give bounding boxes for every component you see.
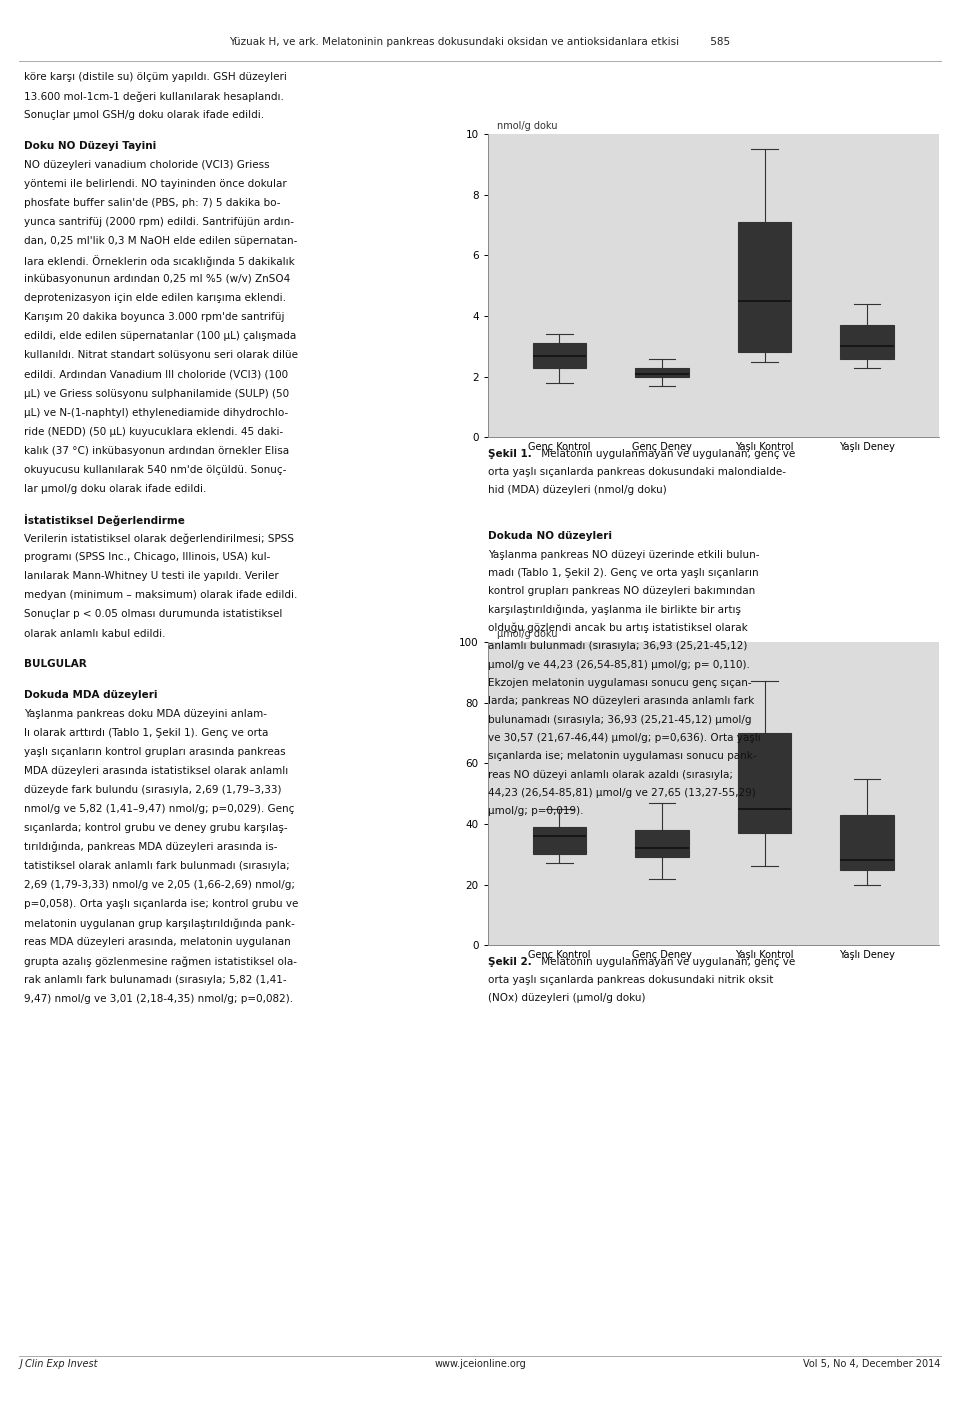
Text: 13.600 mol-1cm-1 değeri kullanılarak hesaplandı.: 13.600 mol-1cm-1 değeri kullanılarak hes… (24, 92, 284, 102)
Text: reas MDA düzeyleri arasında, melatonin uygulanan: reas MDA düzeyleri arasında, melatonin u… (24, 937, 291, 947)
Text: okuyucusu kullanılarak 540 nm'de ölçüldü. Sonuç-: okuyucusu kullanılarak 540 nm'de ölçüldü… (24, 464, 286, 474)
Text: phosfate buffer salin'de (PBS, ph: 7) 5 dakika bo-: phosfate buffer salin'de (PBS, ph: 7) 5 … (24, 198, 280, 207)
Text: larda; pankreas NO düzeyleri arasında anlamlı fark: larda; pankreas NO düzeyleri arasında an… (488, 697, 754, 707)
Text: μmol/g doku: μmol/g doku (496, 629, 557, 639)
Text: 9,47) nmol/g ve 3,01 (2,18-4,35) nmol/g; p=0,082).: 9,47) nmol/g ve 3,01 (2,18-4,35) nmol/g;… (24, 995, 293, 1005)
Text: edildi. Ardından Vanadium III choloride (VCl3) (100: edildi. Ardından Vanadium III choloride … (24, 370, 288, 380)
Text: p=0,058). Orta yaşlı sıçanlarda ise; kontrol grubu ve: p=0,058). Orta yaşlı sıçanlarda ise; kon… (24, 899, 299, 909)
Text: ride (NEDD) (50 μL) kuyucuklara eklendi. 45 daki-: ride (NEDD) (50 μL) kuyucuklara eklendi.… (24, 426, 283, 436)
PathPatch shape (840, 325, 894, 358)
Text: BULGULAR: BULGULAR (24, 659, 86, 669)
Text: J Clin Exp Invest: J Clin Exp Invest (19, 1359, 98, 1369)
PathPatch shape (533, 343, 587, 368)
Text: kullanıldı. Nitrat standart solüsyonu seri olarak dilüe: kullanıldı. Nitrat standart solüsyonu se… (24, 350, 298, 360)
Text: reas NO düzeyi anlamlı olarak azaldı (sırasıyla;: reas NO düzeyi anlamlı olarak azaldı (sı… (488, 770, 732, 780)
Text: (NOx) düzeyleri (μmol/g doku): (NOx) düzeyleri (μmol/g doku) (488, 993, 645, 1003)
Text: hid (MDA) düzeyleri (nmol/g doku): hid (MDA) düzeyleri (nmol/g doku) (488, 485, 666, 495)
Text: 2,69 (1,79-3,33) nmol/g ve 2,05 (1,66-2,69) nmol/g;: 2,69 (1,79-3,33) nmol/g ve 2,05 (1,66-2,… (24, 880, 295, 890)
Text: nmol/g doku: nmol/g doku (496, 121, 557, 131)
Text: lı olarak arttırdı (Tablo 1, Şekil 1). Genç ve orta: lı olarak arttırdı (Tablo 1, Şekil 1). G… (24, 728, 269, 738)
Text: orta yaşlı sıçanlarda pankreas dokusundaki malondialde-: orta yaşlı sıçanlarda pankreas dokusunda… (488, 467, 785, 477)
PathPatch shape (840, 816, 894, 869)
PathPatch shape (738, 734, 791, 832)
Text: Melatonin uygulanmayan ve uygulanan, genç ve: Melatonin uygulanmayan ve uygulanan, gen… (538, 449, 795, 459)
PathPatch shape (636, 830, 688, 858)
Text: yunca santrifüj (2000 rpm) edildi. Santrifüjün ardın-: yunca santrifüj (2000 rpm) edildi. Santr… (24, 217, 294, 227)
Text: Yaşlanma pankreas NO düzeyi üzerinde etkili bulun-: Yaşlanma pankreas NO düzeyi üzerinde etk… (488, 550, 759, 560)
Text: yöntemi ile belirlendi. NO tayininden önce dokular: yöntemi ile belirlendi. NO tayininden ön… (24, 179, 287, 189)
Text: olarak anlamlı kabul edildi.: olarak anlamlı kabul edildi. (24, 628, 165, 639)
Text: karşılaştırıldığında, yaşlanma ile birlikte bir artış: karşılaştırıldığında, yaşlanma ile birli… (488, 605, 741, 615)
Text: anlamlı bulunmadı (sırasıyla; 36,93 (25,21-45,12): anlamlı bulunmadı (sırasıyla; 36,93 (25,… (488, 642, 747, 652)
Text: İstatistiksel Değerlendirme: İstatistiksel Değerlendirme (24, 514, 185, 526)
Text: ve 30,57 (21,67-46,44) μmol/g; p=0,636). Orta yaşlı: ve 30,57 (21,67-46,44) μmol/g; p=0,636).… (488, 734, 760, 744)
Text: köre karşı (distile su) ölçüm yapıldı. GSH düzeyleri: köre karşı (distile su) ölçüm yapıldı. G… (24, 72, 287, 82)
Text: düzeyde fark bulundu (sırasıyla, 2,69 (1,79–3,33): düzeyde fark bulundu (sırasıyla, 2,69 (1… (24, 785, 281, 794)
Text: kontrol grupları pankreas NO düzeyleri bakımından: kontrol grupları pankreas NO düzeyleri b… (488, 587, 755, 597)
Text: μL) ve Griess solüsyonu sulphanilamide (SULP) (50: μL) ve Griess solüsyonu sulphanilamide (… (24, 388, 289, 398)
Text: lanılarak Mann-Whitney U testi ile yapıldı. Veriler: lanılarak Mann-Whitney U testi ile yapıl… (24, 571, 278, 581)
Text: grupta azalış gözlenmesine rağmen istatistiksel ola-: grupta azalış gözlenmesine rağmen istati… (24, 957, 297, 967)
Text: Dokuda NO düzeyleri: Dokuda NO düzeyleri (488, 532, 612, 542)
Text: μL) ve N-(1-naphtyl) ethylenediamide dihydrochlo-: μL) ve N-(1-naphtyl) ethylenediamide dih… (24, 408, 288, 418)
Text: μmol/g; p=0,019).: μmol/g; p=0,019). (488, 807, 583, 817)
Text: NO düzeyleri vanadium choloride (VCl3) Griess: NO düzeyleri vanadium choloride (VCl3) G… (24, 159, 270, 169)
Text: tırıldığında, pankreas MDA düzeyleri arasında is-: tırıldığında, pankreas MDA düzeyleri ara… (24, 842, 277, 852)
Text: sıçanlarda ise; melatonin uygulaması sonucu pank-: sıçanlarda ise; melatonin uygulaması son… (488, 752, 756, 762)
Text: bulunamadı (sırasıyla; 36,93 (25,21-45,12) μmol/g: bulunamadı (sırasıyla; 36,93 (25,21-45,1… (488, 715, 751, 725)
Text: rak anlamlı fark bulunamadı (sırasıyla; 5,82 (1,41-: rak anlamlı fark bulunamadı (sırasıyla; … (24, 975, 287, 985)
Text: Sonuçlar p < 0.05 olması durumunda istatistiksel: Sonuçlar p < 0.05 olması durumunda istat… (24, 610, 282, 619)
Text: www.jceionline.org: www.jceionline.org (434, 1359, 526, 1369)
Text: orta yaşlı sıçanlarda pankreas dokusundaki nitrik oksit: orta yaşlı sıçanlarda pankreas dokusunda… (488, 975, 773, 985)
Text: nmol/g ve 5,82 (1,41–9,47) nmol/g; p=0,029). Genç: nmol/g ve 5,82 (1,41–9,47) nmol/g; p=0,0… (24, 804, 295, 814)
Text: 44,23 (26,54-85,81) μmol/g ve 27,65 (13,27-55,29): 44,23 (26,54-85,81) μmol/g ve 27,65 (13,… (488, 789, 756, 799)
Text: inkübasyonunun ardından 0,25 ml %5 (w/v) ZnSO4: inkübasyonunun ardından 0,25 ml %5 (w/v)… (24, 274, 290, 284)
PathPatch shape (533, 827, 587, 854)
Text: Melatonin uygulanmayan ve uygulanan, genç ve: Melatonin uygulanmayan ve uygulanan, gen… (538, 957, 795, 967)
Text: programı (SPSS Inc., Chicago, Illinois, USA) kul-: programı (SPSS Inc., Chicago, Illinois, … (24, 552, 271, 563)
Text: melatonin uygulanan grup karşılaştırıldığında pank-: melatonin uygulanan grup karşılaştırıldı… (24, 919, 295, 928)
Text: MDA düzeyleri arasında istatistiksel olarak anlamlı: MDA düzeyleri arasında istatistiksel ola… (24, 766, 288, 776)
Text: olduğu gözlendi ancak bu artış istatistiksel olarak: olduğu gözlendi ancak bu artış istatisti… (488, 624, 748, 634)
Text: Şekil 1.: Şekil 1. (488, 449, 532, 459)
Text: μmol/g ve 44,23 (26,54-85,81) μmol/g; p= 0,110).: μmol/g ve 44,23 (26,54-85,81) μmol/g; p=… (488, 660, 750, 670)
Text: Dokuda MDA düzeyleri: Dokuda MDA düzeyleri (24, 690, 157, 700)
Text: Yüzuak H, ve ark. Melatoninin pankreas dokusundaki oksidan ve antioksidanlara et: Yüzuak H, ve ark. Melatoninin pankreas d… (229, 37, 731, 47)
Text: kalık (37 °C) inkübasyonun ardından örnekler Elisa: kalık (37 °C) inkübasyonun ardından örne… (24, 446, 289, 456)
Text: Yaşlanma pankreas doku MDA düzeyini anlam-: Yaşlanma pankreas doku MDA düzeyini anla… (24, 708, 267, 718)
Text: edildi, elde edilen süpernatanlar (100 μL) çalışmada: edildi, elde edilen süpernatanlar (100 μ… (24, 332, 297, 341)
Text: dan, 0,25 ml'lik 0,3 M NaOH elde edilen süpernatan-: dan, 0,25 ml'lik 0,3 M NaOH elde edilen … (24, 236, 298, 246)
Text: Ekzojen melatonin uygulaması sonucu genç sıçan-: Ekzojen melatonin uygulaması sonucu genç… (488, 679, 752, 689)
Text: Sonuçlar μmol GSH/g doku olarak ifade edildi.: Sonuçlar μmol GSH/g doku olarak ifade ed… (24, 110, 264, 120)
Text: Şekil 2.: Şekil 2. (488, 957, 532, 967)
Text: Karışım 20 dakika boyunca 3.000 rpm'de santrifüj: Karışım 20 dakika boyunca 3.000 rpm'de s… (24, 312, 284, 322)
Text: Vol 5, No 4, December 2014: Vol 5, No 4, December 2014 (804, 1359, 941, 1369)
Text: deprotenizasyon için elde edilen karışıma eklendi.: deprotenizasyon için elde edilen karışım… (24, 293, 286, 303)
Text: lara eklendi. Örneklerin oda sıcaklığında 5 dakikalık: lara eklendi. Örneklerin oda sıcaklığınd… (24, 255, 295, 267)
PathPatch shape (738, 222, 791, 353)
Text: medyan (minimum – maksimum) olarak ifade edildi.: medyan (minimum – maksimum) olarak ifade… (24, 590, 298, 601)
Text: tatistiksel olarak anlamlı fark bulunmadı (sırasıyla;: tatistiksel olarak anlamlı fark bulunmad… (24, 861, 290, 871)
PathPatch shape (636, 368, 688, 377)
Text: sıçanlarda; kontrol grubu ve deney grubu karşılaş-: sıçanlarda; kontrol grubu ve deney grubu… (24, 823, 288, 832)
Text: Doku NO Düzeyi Tayini: Doku NO Düzeyi Tayini (24, 141, 156, 151)
Text: lar μmol/g doku olarak ifade edildi.: lar μmol/g doku olarak ifade edildi. (24, 484, 206, 494)
Text: madı (Tablo 1, Şekil 2). Genç ve orta yaşlı sıçanların: madı (Tablo 1, Şekil 2). Genç ve orta ya… (488, 569, 758, 579)
Text: Verilerin istatistiksel olarak değerlendirilmesi; SPSS: Verilerin istatistiksel olarak değerlend… (24, 533, 294, 543)
Text: yaşlı sıçanların kontrol grupları arasında pankreas: yaşlı sıçanların kontrol grupları arasın… (24, 746, 286, 756)
